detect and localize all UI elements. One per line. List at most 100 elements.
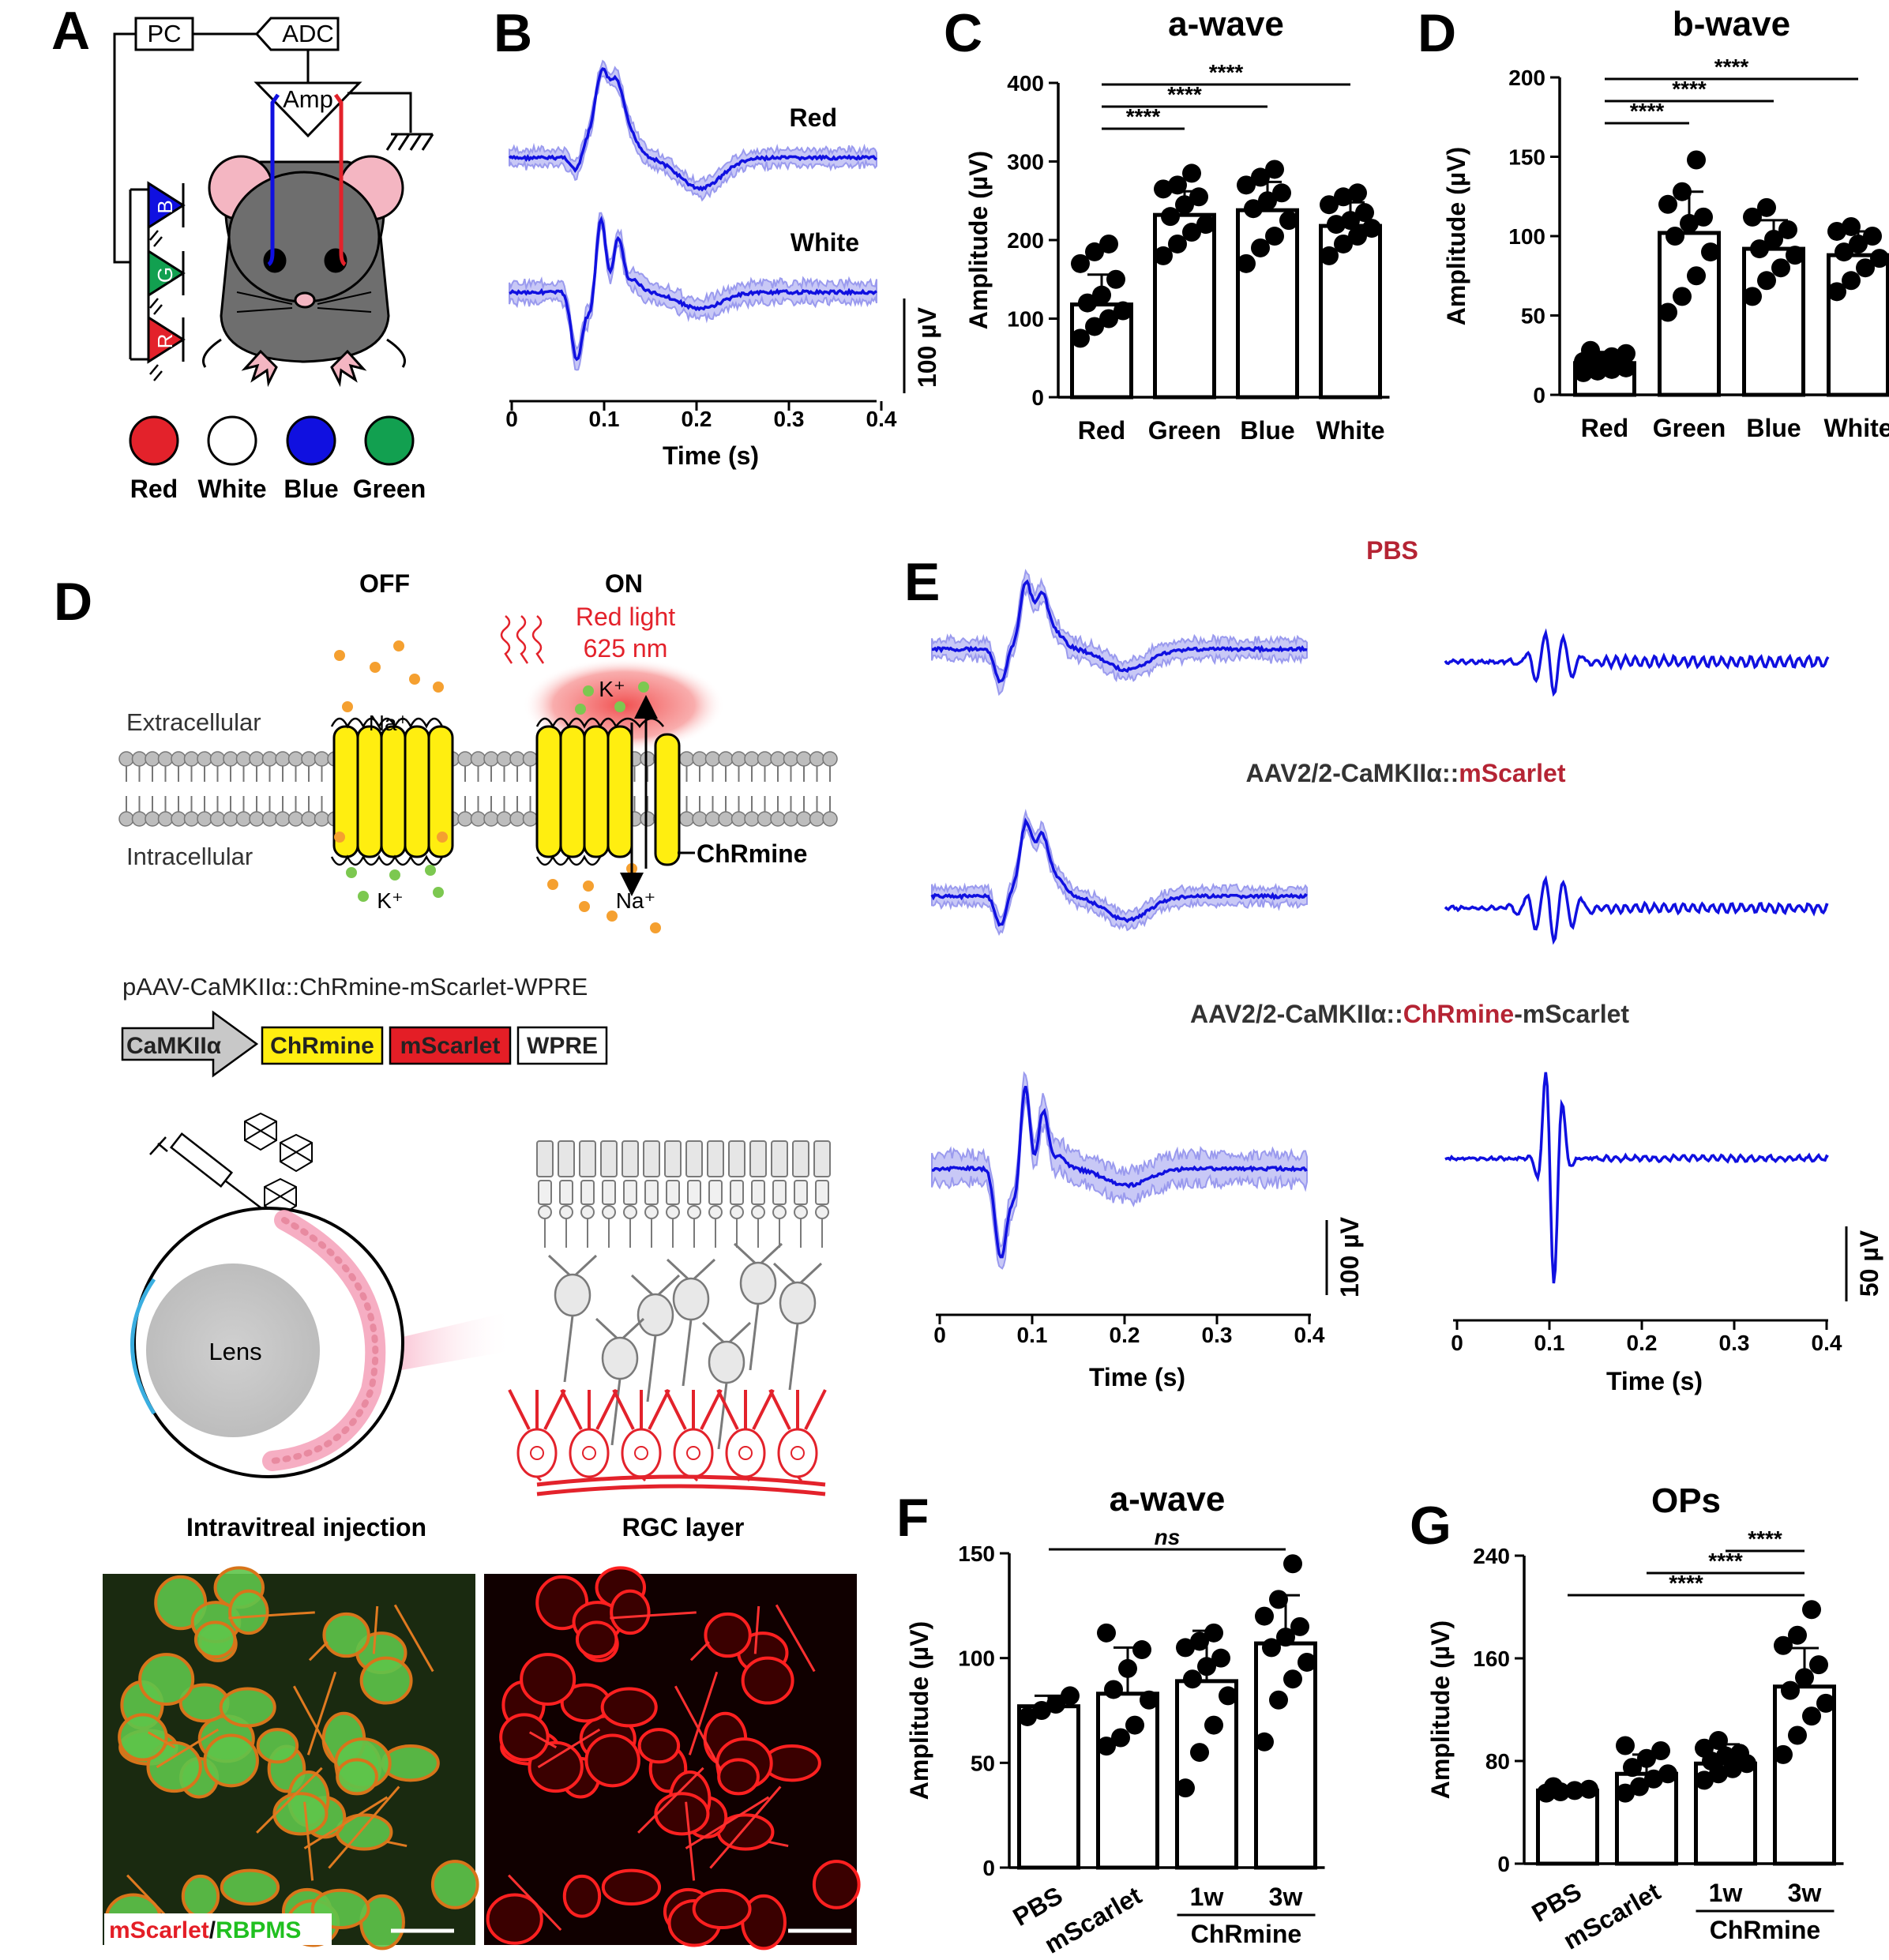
panel-label-g: G <box>1410 1496 1451 1556</box>
merged-fiber <box>308 1641 329 1661</box>
chart-g-y-tick-label-3: 240 <box>1473 1544 1510 1568</box>
led-blue: B <box>147 181 186 247</box>
ion-na-on-4 <box>650 922 661 933</box>
retina-layer-diagram <box>508 1140 831 1496</box>
chart-c-point-0-7 <box>1071 253 1090 273</box>
ion-na-off-0 <box>334 650 345 661</box>
chart-g-point-1-2 <box>1644 1769 1663 1789</box>
chart-f-point-2-3 <box>1219 1686 1237 1706</box>
chart-c-point-2-6 <box>1272 183 1291 203</box>
merged-cell <box>146 1740 202 1793</box>
lipid-head-top <box>275 751 291 767</box>
photoreceptor-inner <box>580 1180 595 1205</box>
chart-g-point-1-6 <box>1651 1741 1670 1760</box>
photoreceptor-outer <box>771 1140 788 1177</box>
chart-d-point-0-9 <box>1602 347 1621 366</box>
chart-f-point-3-0 <box>1255 1732 1274 1752</box>
legend-swatch-blue <box>286 415 336 466</box>
lipid-head-top <box>496 751 513 767</box>
ground-hatch-3 <box>409 133 422 151</box>
chart-d-point-2-8 <box>1757 197 1776 217</box>
trace-e-chrmine-erg-sem-band <box>931 1071 1308 1270</box>
chart-f-point-0-0 <box>1018 1707 1037 1726</box>
chart-c-point-2-7 <box>1237 175 1256 195</box>
lipid-head-top <box>822 751 838 767</box>
chart-c-point-3-1 <box>1334 234 1353 253</box>
lipid-head-top <box>287 751 304 767</box>
chart-d-y-tick-label-3: 150 <box>1508 145 1545 170</box>
loops-off <box>330 717 444 866</box>
helix-on-2 <box>583 725 610 858</box>
retina-cells <box>269 1217 379 1464</box>
lipid-head-top <box>730 751 747 767</box>
chart-d-point-1-1 <box>1673 287 1692 306</box>
bipolar-cell <box>554 1273 591 1317</box>
photoreceptor-inner <box>772 1180 787 1205</box>
rgc-cell <box>621 1428 662 1478</box>
axis-e-l-tick-label-2: 0.2 <box>1110 1323 1140 1347</box>
lipid-head-top <box>157 751 174 767</box>
chrmine-box-label: ChRmine <box>270 1033 374 1059</box>
chart-d-ylabel: Amplitude (µV) <box>1442 147 1470 325</box>
e-title-chrmine: AAV2/2-CaMKIIα::ChRmine-mScarlet <box>1190 1000 1629 1028</box>
photoreceptor-inner <box>730 1180 744 1205</box>
mscarlet-box-label: mScarlet <box>400 1033 501 1059</box>
lipid-head-bottom <box>235 811 252 827</box>
rgc-nucleus <box>634 1446 648 1460</box>
na-ion-label-on: Na⁺ <box>616 888 656 913</box>
chart-c-point-0-6 <box>1106 269 1125 289</box>
legend-swatch-red <box>129 415 179 466</box>
chart-c-point-1-8 <box>1168 175 1187 195</box>
k-ion-label-on: K⁺ <box>599 677 625 701</box>
chart-c-point-0-1 <box>1085 317 1104 336</box>
chart-f-point-1-6 <box>1132 1640 1151 1660</box>
lipid-head-top <box>209 751 226 767</box>
rgc-cell <box>673 1428 714 1478</box>
photoreceptor-outer <box>685 1140 703 1177</box>
chart-g-point-3-8 <box>1788 1625 1807 1645</box>
lipid-head-bottom <box>287 811 304 827</box>
e-title-2-part-2: -mScarlet <box>1514 1000 1629 1028</box>
chart-g-point-2-5 <box>1716 1746 1735 1766</box>
lipid-head-top <box>131 751 148 767</box>
ground-hatch-1 <box>385 133 399 151</box>
chart-c-y-tick-label-4: 400 <box>1007 71 1044 96</box>
photoreceptor-outer <box>792 1140 809 1177</box>
bipolar-cell <box>708 1340 745 1384</box>
rgc-nucleus <box>582 1446 596 1460</box>
axis-e-r-tick-label-0: 0 <box>1451 1331 1463 1355</box>
helix-off-1 <box>356 725 383 858</box>
chart-c-point-2-1 <box>1251 238 1270 257</box>
merged-fiber <box>328 1785 400 1869</box>
chart-c-y-tick-label-0: 0 <box>1031 385 1044 410</box>
axis-e-l-tick-label-4: 0.4 <box>1294 1323 1325 1347</box>
ion-na-off-5 <box>342 701 353 712</box>
merged-fiber <box>256 1767 323 1834</box>
chart-g-sig-label-2: **** <box>1748 1526 1782 1551</box>
lipid-head-top <box>314 751 330 767</box>
caption-injection: Intravitreal injection <box>186 1513 426 1541</box>
ion-k-on-1 <box>638 681 649 693</box>
ground-hatch-2 <box>397 133 411 151</box>
chart-f-point-1-7 <box>1097 1623 1116 1643</box>
amp-label: Amp <box>283 85 333 113</box>
rgc-nucleus <box>686 1446 700 1460</box>
chart-f-y-tick-label-1: 50 <box>971 1751 995 1775</box>
bipolar-cell <box>739 1261 777 1305</box>
lipid-head-bottom <box>249 811 265 827</box>
intracellular-label: Intracellular <box>126 843 253 870</box>
chart-g-ylabel: Amplitude (µV) <box>1426 1620 1455 1799</box>
axis-b-tick-label-1: 0.1 <box>589 407 620 431</box>
construct-diagram: pAAV-CaMKIIα::ChRmine-mScarlet-WPRE CaMK… <box>121 973 608 1078</box>
micrograph-label-bg <box>104 1913 332 1945</box>
chart-g-category-2: 1w <box>1709 1879 1743 1907</box>
chart-c-point-1-6 <box>1189 187 1208 207</box>
mouse-nose <box>294 291 316 309</box>
lipid-head-bottom <box>483 811 499 827</box>
chart-f-point-3-2 <box>1283 1669 1302 1689</box>
ion-na-off-1 <box>370 662 381 673</box>
chart-f-point-3-8 <box>1269 1590 1288 1609</box>
lipid-head-top <box>118 751 134 767</box>
merged-fiber <box>393 1604 434 1673</box>
chart-c-point-1-7 <box>1154 179 1173 199</box>
